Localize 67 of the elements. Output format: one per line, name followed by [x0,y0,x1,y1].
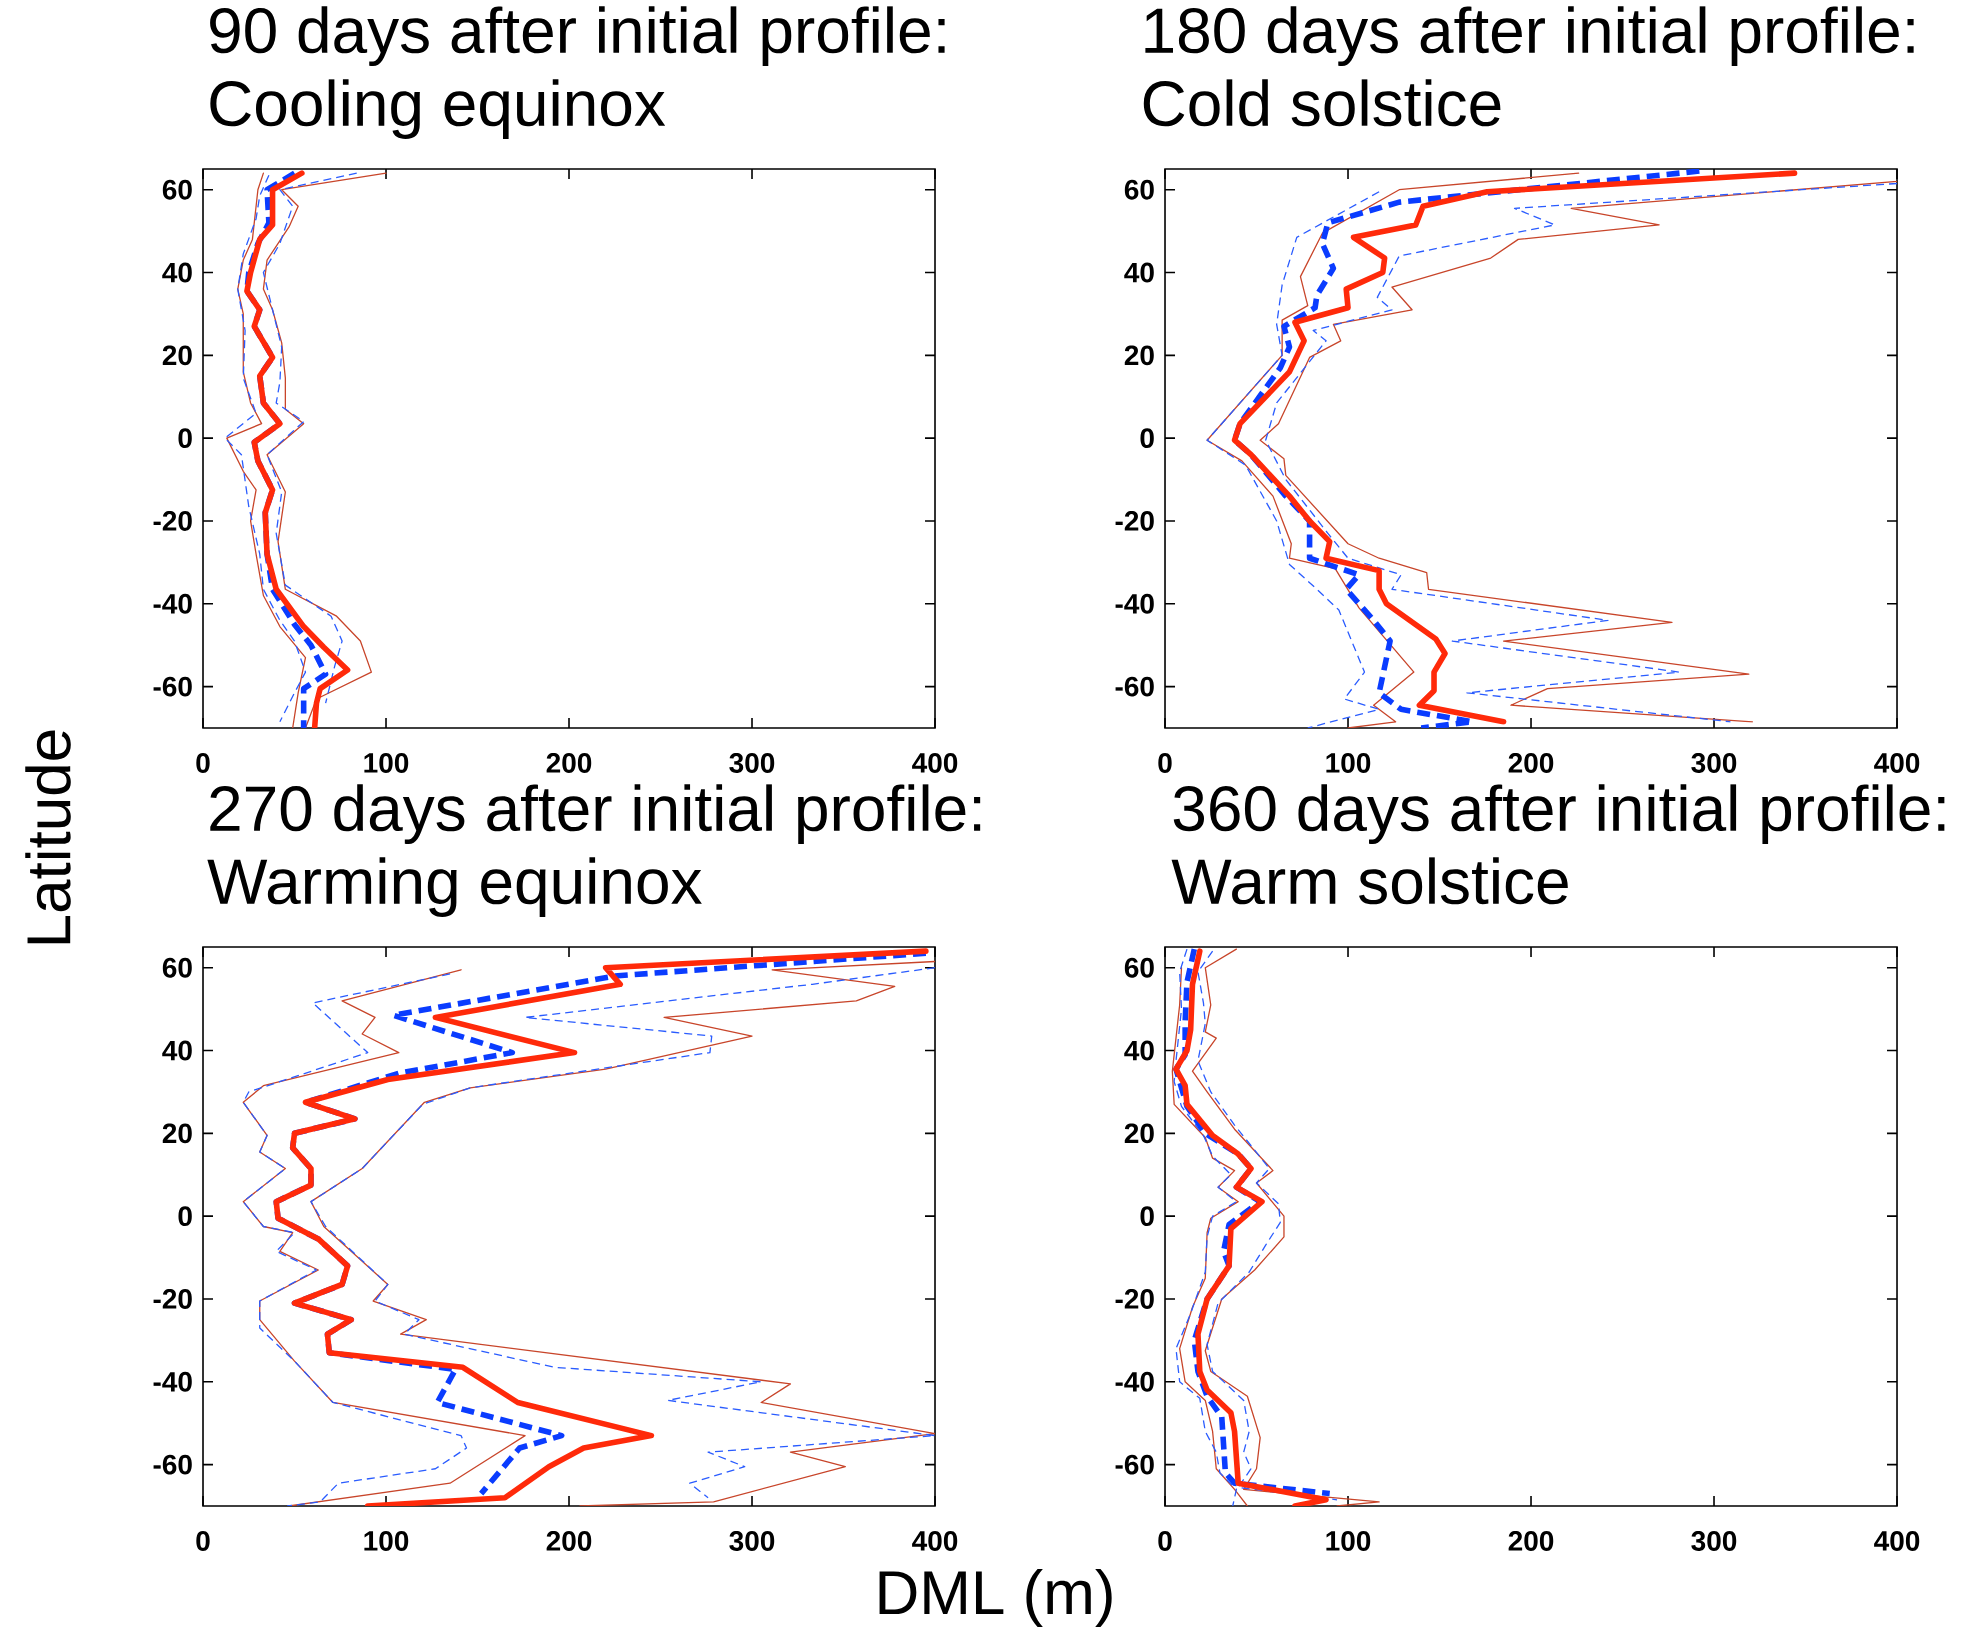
x-tick-label: 100 [1326,753,1371,773]
y-tick-label: 20 [1124,345,1154,366]
x-tick-label: 300 [729,753,775,773]
x-tick-label: 100 [364,1531,409,1551]
x-tick-label: 400 [1874,1531,1920,1551]
x-tick-label: 0 [1158,753,1172,773]
chart-title: 360 days after initial profile: [1173,784,1945,844]
y-tick-label: -60 [1115,1454,1154,1475]
line-series [1171,967,1249,1506]
y-tick-label: 40 [162,1040,192,1061]
x-tick-label: 300 [1691,1531,1737,1551]
y-tick-label: -20 [153,1289,192,1309]
x-tick-label: 400 [1874,753,1920,773]
x-tick-label: 0 [196,753,210,773]
y-tick-label: 40 [1124,262,1154,283]
x-axis-title: DML (m) [879,1569,1112,1627]
chart-title: 180 days after initial profile: [1145,6,1914,66]
y-tick-label: 20 [1124,1123,1154,1144]
y-axis-title: Latitude [25,730,71,944]
chart-title: 270 days after initial profile: [210,784,981,844]
x-tick-label: 0 [1158,1531,1172,1551]
y-tick-label: 0 [1140,428,1154,449]
y-tick-label: 60 [162,179,192,200]
line-series [1206,172,1580,728]
y-tick-label: 0 [1140,1206,1154,1227]
x-tick-label: 0 [196,1531,210,1551]
x-tick-label: 200 [1508,1531,1554,1551]
line-series [1173,948,1238,1506]
y-tick-label: -60 [153,676,192,697]
y-tick-label: 40 [1124,1040,1154,1061]
chart-subtitle: Warm solstice [1171,857,1568,905]
y-tick-label: -40 [1115,1371,1154,1392]
line-series [1191,948,1380,1506]
y-tick-label: -40 [153,593,192,614]
y-tick-label: -60 [1115,676,1154,697]
y-tick-label: 60 [1124,957,1154,978]
x-tick-label: 100 [1326,1531,1371,1551]
x-tick-label: 400 [912,753,958,773]
chart-subtitle: Cold solstice [1143,79,1501,127]
x-tick-label: 300 [729,1531,775,1551]
x-tick-label: 200 [546,753,592,773]
y-tick-label: 60 [1124,179,1154,200]
line-series [262,172,387,728]
x-tick-label: 200 [546,1531,592,1551]
y-tick-label: 0 [178,1206,192,1227]
line-series [242,969,526,1506]
chart-title: 90 days after initial profile: [210,6,945,66]
line-series [1206,191,1380,728]
line-series [242,973,468,1506]
x-tick-label: 200 [1508,753,1554,773]
chart-subtitle: Cooling equinox [210,79,666,139]
y-tick-label: -40 [1115,593,1154,614]
x-tick-label: 100 [364,753,409,773]
y-tick-label: 60 [162,957,192,978]
y-tick-label: 0 [178,428,192,449]
x-tick-label: 300 [1691,753,1737,773]
y-tick-label: 20 [162,345,192,366]
y-tick-label: -20 [1115,511,1154,531]
y-tick-label: 20 [162,1123,192,1144]
y-tick-label: -20 [1115,1289,1154,1309]
chart-subtitle: Warming equinox [207,857,702,917]
line-series [1197,950,1338,1501]
y-tick-label: -60 [153,1454,192,1475]
y-tick-label: 40 [162,262,192,283]
y-tick-label: -20 [153,511,192,531]
x-tick-label: 400 [912,1531,958,1551]
y-tick-label: -40 [153,1371,192,1392]
